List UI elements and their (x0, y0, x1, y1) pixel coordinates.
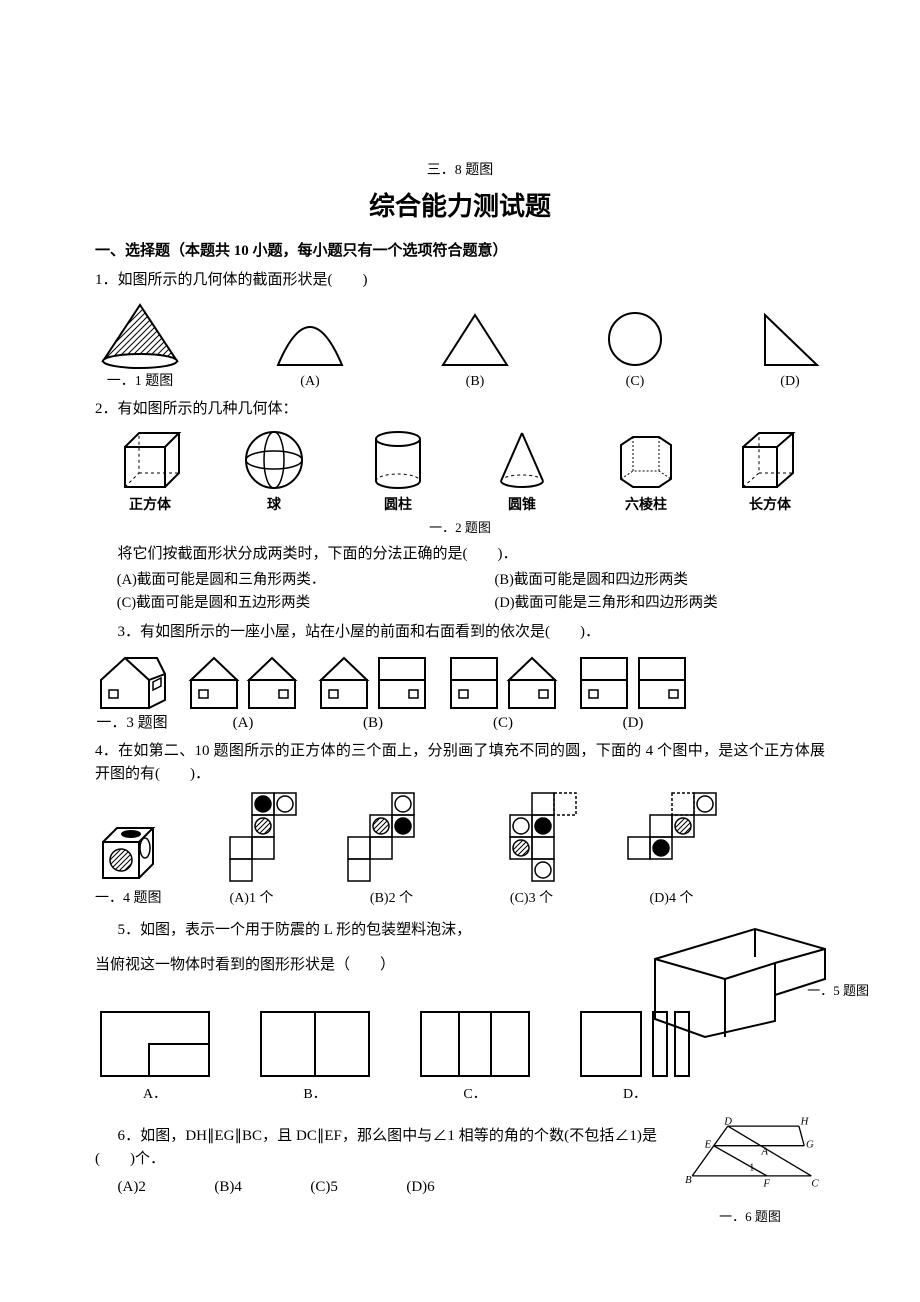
q3-row: 一．3 题图 (A) (B) (C) (D) (95, 650, 825, 735)
q6-label-A: A (761, 1147, 769, 1158)
q4-net-a: (A)1 个 (202, 791, 302, 909)
q3-source-house: 一．3 题图 (95, 650, 169, 735)
cone-icon (487, 427, 557, 493)
q5-option-b: B． (255, 1006, 375, 1105)
q1-option-a: (A) (270, 309, 350, 392)
q4-opt-b-label: (B)2 个 (370, 888, 413, 909)
q6-label-C: C (811, 1179, 819, 1190)
q4-net-d: (D)4 个 (622, 791, 722, 909)
solid-name-5: 长方体 (735, 495, 805, 516)
q2-opt-a: (A)截面可能是圆和三角形两类． (95, 570, 433, 592)
q6-fig-caption: 一．6 题图 (675, 1207, 825, 1227)
q6-opt-a: (A)2 (95, 1176, 146, 1199)
q6-opt-d: (D)6 (384, 1176, 435, 1199)
q1-option-b: (B) (435, 309, 515, 392)
sphere-icon (239, 427, 309, 493)
q5-opt-a-label: A． (143, 1084, 167, 1105)
solid-name-4: 六棱柱 (611, 495, 681, 516)
cuboid-icon (735, 427, 805, 493)
q3-option-c: (C) (447, 650, 559, 735)
q6-text: 6．如图，DH∥EG∥BC，且 DC∥EF，那么图中与∠1 相等的角的个数(不包… (95, 1125, 657, 1170)
q3-opt-a-label: (A) (233, 712, 254, 735)
q3-opt-b-label: (B) (363, 712, 383, 735)
q4-opt-d-label: (D)4 个 (650, 888, 694, 909)
q5-l-figure: 一．5 题图 (635, 909, 835, 1066)
q3-option-a: (A) (187, 650, 299, 735)
q1-opt-a-label: (A) (300, 371, 319, 392)
cube-icon (115, 427, 185, 493)
solid-name-1: 球 (239, 495, 309, 516)
q6-label-D: D (723, 1116, 732, 1127)
q1-text: 1．如图所示的几何体的截面形状是( ) (95, 269, 825, 292)
q2-text: 将它们按截面形状分成两类时，下面的分法正确的是( )． (95, 543, 825, 566)
q5-opt-b-label: B． (303, 1084, 326, 1105)
q5-opt-d-label: D． (623, 1084, 647, 1105)
q4-opt-a-label: (A)1 个 (230, 888, 274, 909)
q6-label-E: E (704, 1139, 712, 1150)
q3-option-d: (D) (577, 650, 689, 735)
q4-cube: 一．4 题图 (95, 820, 162, 909)
header-note: 三．8 题图 (95, 160, 825, 181)
q3-opt-c-label: (C) (493, 712, 513, 735)
q4-text: 4．在如第二、10 题图所示的正方体的三个面上，分别画了填充不同的圆，下面的 4… (95, 740, 825, 785)
q6-wrapper: 6．如图，DH∥EG∥BC，且 DC∥EF，那么图中与∠1 相等的角的个数(不包… (95, 1119, 825, 1226)
q2-names-row: 正方体 球 圆柱 圆锥 六棱柱 长方体 (95, 495, 825, 516)
q1-option-c: (C) (600, 309, 670, 392)
q2-opt-d: (D)截面可能是三角形和四边形两类 (473, 593, 825, 615)
q5-wrapper: 5．如图，表示一个用于防震的 L 形的包装塑料泡沫， 当俯视这一物体时看到的图形… (95, 919, 825, 1105)
q2-solids-row (95, 427, 825, 493)
q1-figure-row: 一．1 题图 (A) (B) (C) (D) (95, 297, 825, 392)
q2-fig-caption: 一．2 题图 (95, 518, 825, 538)
q4-net-b: (B)2 个 (342, 791, 442, 909)
q6-label-G: G (806, 1139, 814, 1150)
q6-opt-c: (C)5 (288, 1176, 338, 1199)
q4-row: 一．4 题图 (A)1 个 (95, 791, 825, 909)
q4-opt-c-label: (C)3 个 (510, 888, 553, 909)
q3-option-b: (B) (317, 650, 429, 735)
q6-label-B: B (685, 1175, 692, 1186)
q5-option-c: C． (415, 1006, 535, 1105)
cylinder-icon (363, 427, 433, 493)
q4-net-c: (C)3 个 (482, 791, 582, 909)
q1-opt-b-label: (B) (466, 371, 485, 392)
q3-fig-caption: 一．3 题图 (96, 712, 167, 735)
q2-options: (A)截面可能是圆和三角形两类． (B)截面可能是圆和四边形两类 (C)截面可能… (95, 570, 825, 616)
q4-fig-caption: 一．4 题图 (95, 888, 162, 909)
solid-name-0: 正方体 (115, 495, 185, 516)
q5-fig-caption: 一．5 题图 (669, 981, 869, 1001)
q2-opt-c: (C)截面可能是圆和五边形两类 (95, 593, 433, 615)
main-title: 综合能力测试题 (95, 187, 825, 226)
solid-name-3: 圆锥 (487, 495, 557, 516)
q1-opt-d-label: (D) (780, 371, 799, 392)
hex-prism-icon (611, 427, 681, 493)
q5-option-a: A． (95, 1006, 215, 1105)
q1-opt-c-label: (C) (626, 371, 645, 392)
q2-opt-b: (B)截面可能是圆和四边形两类 (473, 570, 825, 592)
section-1-heading: 一、选择题（本题共 10 小题，每小题只有一个选项符合题意） (95, 240, 825, 263)
q1-fig-caption: 一．1 题图 (107, 371, 174, 392)
q6-options: (A)2 (B)4 (C)5 (D)6 (95, 1176, 657, 1199)
q6-label-H: H (800, 1116, 810, 1127)
q6-figure: D H E G A B F C 1 一．6 题图 (675, 1119, 825, 1226)
q3-text: 3．有如图所示的一座小屋，站在小屋的前面和右面看到的依次是( )． (95, 621, 825, 644)
q1-option-d: (D) (755, 309, 825, 392)
q6-label-F: F (762, 1179, 770, 1190)
q2-intro: 2．有如图所示的几种几何体： (95, 398, 825, 421)
q6-opt-b: (B)4 (192, 1176, 242, 1199)
solid-name-2: 圆柱 (363, 495, 433, 516)
q1-main-figure: 一．1 题图 (95, 297, 185, 392)
q5-opt-c-label: C． (463, 1084, 486, 1105)
q6-label-one: 1 (749, 1163, 754, 1174)
q3-opt-d-label: (D) (623, 712, 644, 735)
